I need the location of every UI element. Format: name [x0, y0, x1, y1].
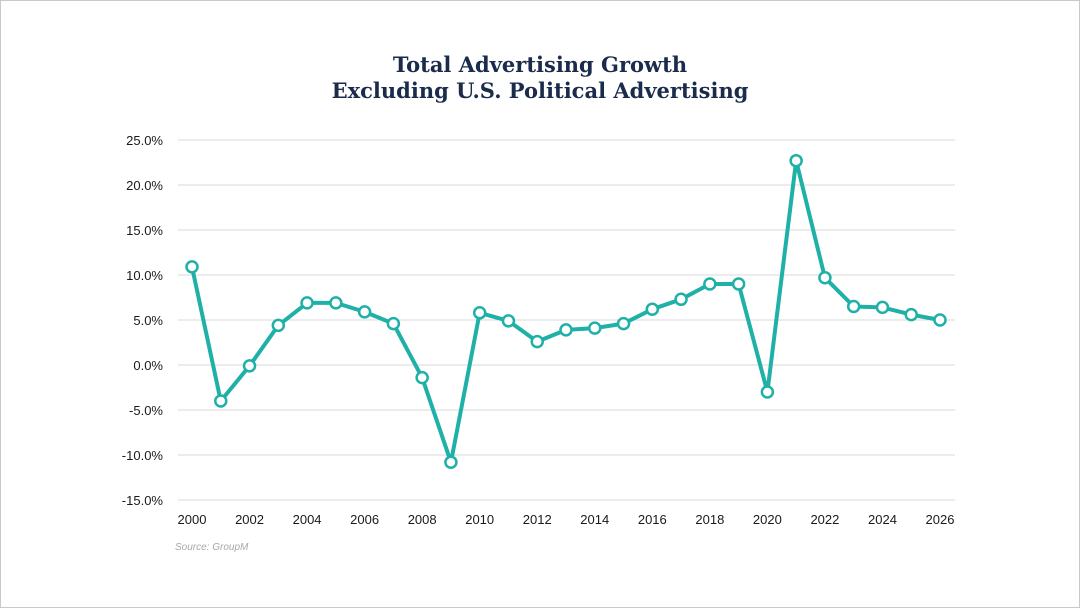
- x-tick-label: 2002: [235, 512, 264, 527]
- data-point: [875, 300, 890, 315]
- y-tick-label: 5.0%: [133, 313, 163, 328]
- data-point: [933, 313, 947, 327]
- y-tick-label: 20.0%: [126, 178, 163, 193]
- x-tick-label: 2000: [178, 512, 207, 527]
- data-point: [472, 306, 487, 320]
- x-tick-label: 2006: [350, 512, 379, 527]
- x-tick-label: 2024: [868, 512, 897, 527]
- data-point: [530, 334, 544, 349]
- x-tick-label: 2020: [753, 512, 782, 527]
- data-point: [588, 321, 602, 335]
- data-point: [185, 260, 199, 274]
- data-point: [242, 359, 257, 373]
- x-tick-label: 2016: [638, 512, 667, 527]
- data-point: [674, 292, 688, 307]
- x-tick-label: 2018: [695, 512, 724, 527]
- gridlines: [178, 139, 955, 501]
- y-tick-label: 10.0%: [126, 268, 163, 283]
- chart-title-line-2: Excluding U.S. Political Advertising: [331, 78, 749, 103]
- y-axis-ticks: 25.0% 20.0% 15.0% 10.0% 5.0% 0.0% -5.0% -10.0% -…: [122, 133, 164, 508]
- x-axis-ticks: 2000 2002 2004 2006 2008 2010 2012 2014 2016 2018…: [178, 512, 955, 527]
- y-tick-label: -5.0%: [129, 403, 163, 418]
- x-tick-label: 2014: [580, 512, 609, 527]
- y-tick-label: -10.0%: [122, 448, 164, 463]
- data-point: [300, 296, 314, 310]
- data-point: [789, 153, 803, 168]
- data-point: [846, 299, 861, 314]
- data-point: [501, 314, 516, 328]
- series: [185, 153, 947, 469]
- x-tick-label: 2022: [810, 512, 839, 527]
- chart-title: Total Advertising Growth Excluding U.S. …: [0, 52, 1080, 104]
- x-tick-label: 2008: [408, 512, 437, 527]
- y-tick-label: 25.0%: [126, 133, 163, 148]
- x-tick-label: 2012: [523, 512, 552, 527]
- data-point: [559, 323, 573, 337]
- data-point: [386, 316, 401, 331]
- data-point: [760, 385, 775, 399]
- data-point: [444, 455, 458, 469]
- x-tick-label: 2026: [926, 512, 955, 527]
- chart-title-line-1: Total Advertising Growth: [392, 52, 688, 77]
- data-point: [329, 296, 343, 310]
- x-tick-label: 2010: [465, 512, 494, 527]
- data-point: [645, 302, 660, 316]
- data-point: [214, 394, 228, 408]
- data-point: [818, 270, 832, 285]
- data-point: [616, 316, 631, 331]
- source-note: Source: GroupM: [175, 542, 249, 553]
- data-point: [271, 318, 286, 333]
- y-tick-label: -15.0%: [122, 493, 164, 508]
- data-point: [904, 307, 918, 322]
- data-point: [357, 305, 372, 319]
- series-line: [190, 158, 942, 465]
- data-point: [731, 277, 746, 291]
- data-point: [415, 370, 429, 385]
- data-point: [703, 277, 717, 291]
- x-tick-label: 2004: [293, 512, 322, 527]
- y-tick-label: 15.0%: [126, 223, 163, 238]
- y-tick-label: 0.0%: [133, 358, 163, 373]
